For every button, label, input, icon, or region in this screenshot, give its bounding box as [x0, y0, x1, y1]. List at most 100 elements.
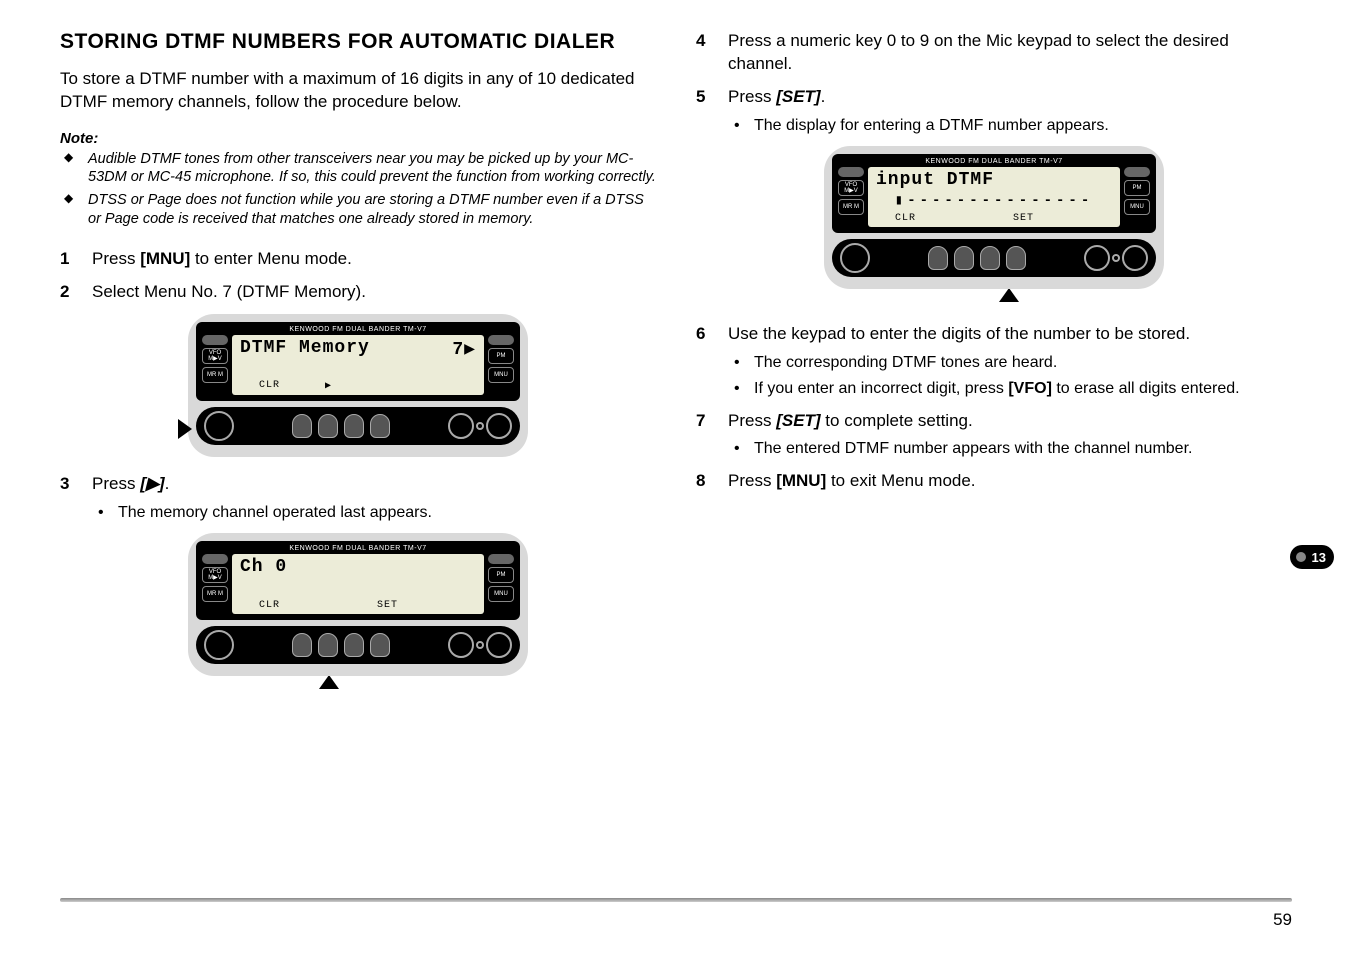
- knob-dot: [476, 641, 484, 649]
- tuning-knob: [840, 243, 870, 273]
- side-button: MNU: [488, 367, 514, 383]
- step-number: 5: [696, 86, 705, 109]
- intro-text: To store a DTMF number with a maximum of…: [60, 68, 656, 114]
- lcd-soft: [1053, 213, 1112, 224]
- sql-knob: [486, 632, 512, 658]
- step: 7 Press [SET] to complete setting. The e…: [696, 410, 1292, 461]
- step-key: [▶]: [140, 474, 164, 493]
- brand-label: KENWOOD FM DUAL BANDER TM-V7: [202, 545, 514, 552]
- step-text: Use the keypad to enter the digits of th…: [728, 324, 1190, 343]
- sql-knob: [486, 413, 512, 439]
- step-text: Select Menu No. 7 (DTMF Memory).: [92, 282, 366, 301]
- step: 1 Press [MNU] to enter Menu mode.: [60, 248, 656, 271]
- substep: The display for entering a DTMF number a…: [728, 115, 1292, 137]
- radio-display: KENWOOD FM DUAL BANDER TM-V7 VFO M▶V MR …: [188, 533, 528, 676]
- substep: The corresponding DTMF tones are heard.: [728, 352, 1292, 374]
- step-number: 6: [696, 323, 705, 346]
- step-key: [SET]: [776, 87, 820, 106]
- panel-button: [344, 414, 364, 438]
- panel-button: [370, 633, 390, 657]
- lcd-soft: CLR: [240, 600, 299, 611]
- side-button: VFO M▶V: [202, 348, 228, 364]
- side-button: PM: [1124, 180, 1150, 196]
- side-button: [838, 167, 864, 177]
- side-button: [1124, 167, 1150, 177]
- side-button: [488, 335, 514, 345]
- panel-button: [344, 633, 364, 657]
- tuning-knob: [204, 630, 234, 660]
- step-number: 1: [60, 248, 69, 271]
- lcd-main: DTMF Memory: [240, 338, 370, 360]
- side-button: MNU: [1124, 199, 1150, 215]
- step-text: Press: [92, 249, 140, 268]
- step: 2 Select Menu No. 7 (DTMF Memory).: [60, 281, 656, 304]
- step-text: Press: [728, 471, 776, 490]
- lcd-sub: ▮---------------: [876, 192, 1112, 209]
- panel-button: [954, 246, 974, 270]
- pointer-icon: [319, 675, 339, 689]
- note-item: DTSS or Page does not function while you…: [60, 191, 656, 228]
- side-button: [202, 554, 228, 564]
- step-number: 8: [696, 470, 705, 493]
- step-number: 7: [696, 410, 705, 433]
- side-button: MNU: [488, 586, 514, 602]
- footer-rule: [60, 898, 1292, 902]
- side-button: VFO M▶V: [838, 180, 864, 196]
- panel-button: [370, 414, 390, 438]
- lcd-soft: CLR: [876, 213, 935, 224]
- step: 3 Press [▶]. The memory channel operated…: [60, 473, 656, 524]
- page-number: 59: [1273, 910, 1292, 930]
- step-number: 2: [60, 281, 69, 304]
- step: 8 Press [MNU] to exit Menu mode.: [696, 470, 1292, 493]
- tuning-knob: [204, 411, 234, 441]
- lcd-main: Ch 0: [240, 557, 287, 577]
- lcd-soft: [417, 380, 476, 392]
- section-tab: 13: [1290, 545, 1334, 569]
- panel-button: [292, 633, 312, 657]
- side-button: MR M: [202, 367, 228, 383]
- vol-knob: [448, 632, 474, 658]
- substep: The memory channel operated last appears…: [92, 502, 656, 524]
- step: 4 Press a numeric key 0 to 9 on the Mic …: [696, 30, 1292, 76]
- vol-knob: [1084, 245, 1110, 271]
- step: 5 Press [SET]. The display for entering …: [696, 86, 1292, 137]
- notes-list: Audible DTMF tones from other transceive…: [60, 150, 656, 228]
- panel-button: [1006, 246, 1026, 270]
- side-button: [488, 554, 514, 564]
- panel-button: [292, 414, 312, 438]
- step-text: to enter Menu mode.: [190, 249, 352, 268]
- panel-button: [318, 633, 338, 657]
- knob-dot: [476, 422, 484, 430]
- side-button: MR M: [202, 586, 228, 602]
- brand-label: KENWOOD FM DUAL BANDER TM-V7: [838, 158, 1150, 165]
- lcd-main: input DTMF: [876, 170, 994, 190]
- step-text: Press: [92, 474, 140, 493]
- lcd-soft: [935, 213, 994, 224]
- step-number: 4: [696, 30, 705, 53]
- panel-button: [318, 414, 338, 438]
- lcd-soft: SET: [994, 213, 1053, 224]
- pointer-icon: [999, 288, 1019, 302]
- sql-knob: [1122, 245, 1148, 271]
- step-key: [MNU]: [140, 249, 190, 268]
- lcd-soft: [417, 600, 476, 611]
- side-button: VFO M▶V: [202, 567, 228, 583]
- panel-button: [980, 246, 1000, 270]
- panel-button: [928, 246, 948, 270]
- radio-display: KENWOOD FM DUAL BANDER TM-V7 VFO M▶V MR …: [188, 314, 528, 457]
- step-text: .: [165, 474, 170, 493]
- step-text: to complete setting.: [821, 411, 973, 430]
- brand-label: KENWOOD FM DUAL BANDER TM-V7: [202, 326, 514, 333]
- substep: The entered DTMF number appears with the…: [728, 438, 1292, 460]
- page-title: STORING DTMF NUMBERS FOR AUTOMATIC DIALE…: [60, 30, 656, 54]
- side-button: PM: [488, 567, 514, 583]
- side-button: [202, 335, 228, 345]
- lcd-soft: ▶: [299, 380, 358, 392]
- lcd-soft: [358, 380, 417, 392]
- step-text: Press: [728, 87, 776, 106]
- step-text: to exit Menu mode.: [826, 471, 975, 490]
- vol-knob: [448, 413, 474, 439]
- step-text: Press a numeric key 0 to 9 on the Mic ke…: [728, 31, 1229, 73]
- step-key: [SET]: [776, 411, 820, 430]
- note-label: Note:: [60, 130, 656, 147]
